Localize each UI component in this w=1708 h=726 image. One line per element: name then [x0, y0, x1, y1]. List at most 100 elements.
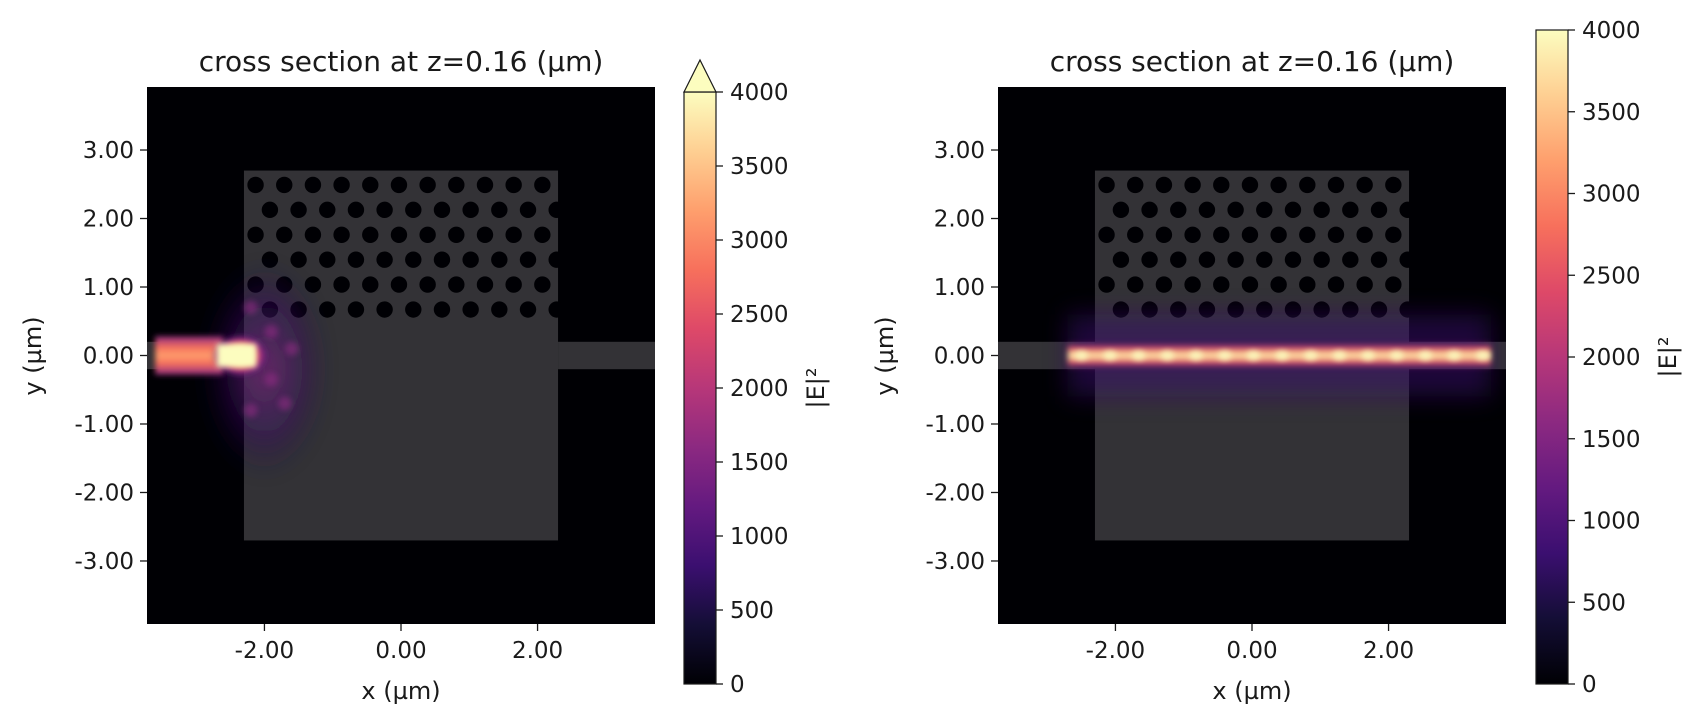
field-node [1447, 350, 1461, 361]
field-node [1361, 350, 1375, 361]
air-hole [290, 251, 307, 268]
y-tick-label: -1.00 [74, 412, 134, 438]
air-hole [1213, 276, 1230, 293]
x-tick-label: 0.00 [375, 638, 426, 664]
colorbar-tick-label: 4000 [730, 80, 789, 106]
field-lobe [264, 372, 279, 387]
air-hole [1184, 176, 1201, 194]
air-hole [1198, 301, 1216, 318]
colorbar-tick-label: 2500 [1582, 263, 1641, 289]
colorbar-tick-label: 2000 [730, 376, 789, 402]
air-hole [1141, 201, 1158, 219]
air-hole [1127, 226, 1144, 243]
y-tick-label: -3.00 [925, 549, 985, 575]
colorbar: 0 500 1000 1500 2000 2500 3000 3500 4000 |E|² [1535, 18, 1682, 698]
y-axis-ticks: 3.00 2.00 1.00 0.00 -1.00 -2.00 -3.00 [925, 138, 998, 575]
air-hole [1327, 176, 1345, 194]
field-node [1418, 350, 1433, 361]
y-tick-label: 0.00 [934, 344, 985, 370]
field-lobe [264, 324, 279, 339]
air-hole [1098, 176, 1115, 194]
air-hole [405, 301, 422, 318]
y-tick-label: 3.00 [83, 138, 134, 164]
air-hole [247, 226, 264, 243]
air-hole [1112, 201, 1130, 219]
air-hole [505, 226, 522, 243]
air-hole [1342, 301, 1359, 318]
field-lobe [243, 300, 258, 315]
y-tick-label: -2.00 [925, 480, 985, 506]
air-hole [1141, 251, 1158, 268]
air-hole [1241, 226, 1259, 243]
air-hole [419, 176, 436, 194]
air-hole [405, 201, 422, 219]
chart-title: cross section at z=0.16 (µm) [199, 45, 604, 78]
air-hole [505, 176, 522, 194]
air-hole [1127, 176, 1144, 194]
colorbar-gradient [1535, 29, 1569, 685]
air-hole [347, 201, 365, 219]
chart-title: cross section at z=0.16 (µm) [1050, 45, 1455, 78]
air-hole [362, 276, 379, 293]
field-node [1303, 350, 1318, 361]
air-hole [276, 226, 293, 243]
air-hole [1256, 201, 1273, 219]
field-node [1246, 350, 1261, 361]
air-hole [1313, 301, 1330, 318]
y-tick-label: -2.00 [74, 480, 134, 506]
air-hole [376, 301, 393, 318]
air-hole [534, 276, 551, 293]
air-hole [1141, 301, 1158, 318]
air-hole [390, 226, 408, 243]
air-hole [548, 201, 565, 219]
air-hole [1385, 226, 1402, 243]
air-hole [1127, 276, 1144, 293]
air-hole [1327, 276, 1345, 293]
colorbar-label: |E|² [1654, 337, 1682, 378]
air-hole [1227, 251, 1244, 268]
x-tick-label: 0.00 [1226, 638, 1277, 664]
y-tick-label: 2.00 [83, 207, 134, 233]
air-hole [448, 276, 465, 293]
air-hole [1385, 276, 1402, 293]
air-hole [1299, 276, 1316, 293]
air-hole [491, 251, 508, 268]
air-hole [390, 176, 408, 194]
air-hole [362, 226, 379, 243]
air-hole [1284, 251, 1302, 268]
air-hole [1198, 201, 1216, 219]
colorbar-tick-label: 0 [1582, 672, 1597, 698]
air-hole [376, 251, 393, 268]
air-hole [448, 226, 465, 243]
y-axis-label: y (µm) [19, 316, 47, 395]
air-hole [347, 301, 365, 318]
air-hole [1327, 226, 1345, 243]
field-node [1475, 350, 1490, 361]
colorbar-tick-label: 1000 [730, 524, 789, 550]
field-node [1103, 350, 1117, 361]
air-hole [462, 301, 479, 318]
x-tick-label: 2.00 [512, 638, 563, 664]
air-hole [1313, 201, 1330, 219]
air-hole [1256, 251, 1273, 268]
air-hole [1155, 176, 1173, 194]
field-node [1131, 350, 1146, 361]
air-hole [319, 251, 336, 268]
air-hole [290, 201, 307, 219]
colorbar-tick-label: 500 [730, 598, 774, 624]
air-hole [505, 276, 522, 293]
air-hole [1284, 201, 1302, 219]
air-hole [448, 176, 465, 194]
air-hole [1170, 301, 1187, 318]
air-hole [1385, 176, 1402, 194]
x-axis-label: x (µm) [361, 677, 440, 705]
colorbar-tick-label: 3000 [1582, 182, 1641, 208]
air-hole [1227, 201, 1244, 219]
air-hole [433, 201, 451, 219]
field-halo [202, 259, 326, 479]
colorbar-gradient [683, 91, 717, 685]
air-hole [476, 276, 494, 293]
air-hole [333, 226, 350, 243]
air-hole [419, 226, 436, 243]
colorbar-tick-label: 4000 [1582, 18, 1641, 44]
